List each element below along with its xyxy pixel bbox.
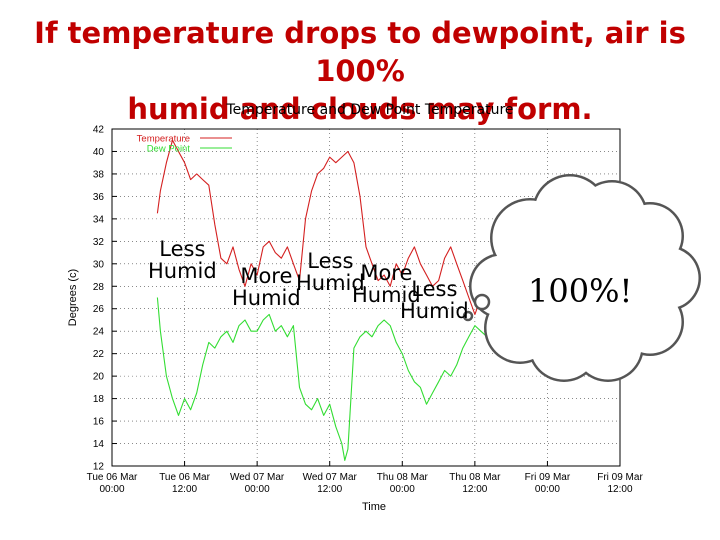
cloud-tail-bubble: [462, 310, 474, 322]
cloud-callout: [462, 174, 701, 382]
chart-title: Temperature and Dew Point Temperature: [226, 102, 514, 118]
x-tick-label: Wed 07 Mar: [303, 472, 358, 483]
y-tick-label: 38: [93, 169, 105, 180]
annotation-word: Humid: [148, 259, 217, 283]
x-tick-label: Tue 06 Mar: [159, 472, 210, 483]
y-axis-label: Degrees (c): [67, 269, 79, 326]
annotation-less-humid-1: Less Humid: [148, 238, 217, 282]
legend-label: Temperature: [137, 134, 190, 145]
annotation-word: More: [240, 264, 293, 288]
slide-title: If temperature drops to dewpoint, air is…: [0, 14, 720, 128]
annotation-less-humid-3: Less Humid: [400, 278, 469, 322]
annotation-word: Humid: [400, 299, 469, 323]
x-tick-label: 12:00: [172, 484, 197, 495]
legend-label: Dew Point: [147, 144, 191, 155]
y-tick-label: 30: [93, 259, 105, 270]
x-tick-label: 00:00: [245, 484, 270, 495]
annotation-word: Less: [411, 277, 458, 301]
y-tick-label: 28: [93, 282, 105, 293]
y-tick-label: 32: [93, 237, 105, 248]
y-tick-label: 34: [93, 214, 105, 225]
y-tick-label: 20: [93, 372, 105, 383]
y-tick-label: 18: [93, 394, 105, 405]
annotation-less-humid-2: Less Humid: [296, 250, 365, 294]
y-tick-label: 22: [93, 349, 105, 360]
x-tick-label: Fri 09 Mar: [597, 472, 643, 483]
x-tick-label: 00:00: [390, 484, 415, 495]
cloud-puff: [526, 222, 646, 342]
slide-title-line-2: humid and clouds may form.: [127, 92, 593, 126]
x-tick-label: Thu 08 Mar: [449, 472, 501, 483]
y-tick-label: 16: [93, 417, 105, 428]
x-tick-label: Wed 07 Mar: [230, 472, 285, 483]
annotation-more-humid-2: More Humid: [352, 262, 421, 306]
y-tick-label: 12: [93, 462, 105, 473]
annotation-more-humid-1: More Humid: [232, 265, 301, 309]
x-tick-label: 12:00: [317, 484, 342, 495]
x-tick-label: Thu 08 Mar: [377, 472, 429, 483]
annotation-word: Humid: [232, 286, 301, 310]
annotation-word: Less: [307, 249, 354, 273]
slide-title-line-1: If temperature drops to dewpoint, air is…: [34, 16, 686, 88]
y-tick-label: 40: [93, 147, 105, 158]
y-tick-label: 36: [93, 192, 105, 203]
cloud-callout-text: 100%!: [528, 272, 633, 310]
x-tick-label: 00:00: [535, 484, 560, 495]
annotation-word: More: [360, 261, 413, 285]
annotation-word: Humid: [296, 271, 365, 295]
plot-grid: [111, 128, 621, 467]
annotation-word: Humid: [352, 283, 421, 307]
x-tick-label: 12:00: [462, 484, 487, 495]
x-axis-label: Time: [362, 501, 386, 513]
y-tick-label: 42: [93, 125, 105, 136]
y-tick-label: 24: [93, 327, 105, 338]
cloud-tail-bubble: [473, 293, 491, 311]
annotation-word: Less: [159, 237, 206, 261]
x-tick-label: Fri 09 Mar: [525, 472, 571, 483]
x-tick-label: Tue 06 Mar: [87, 472, 138, 483]
y-tick-label: 14: [93, 439, 105, 450]
x-tick-label: 00:00: [99, 484, 124, 495]
x-tick-label: 12:00: [607, 484, 632, 495]
y-tick-label: 26: [93, 304, 105, 315]
